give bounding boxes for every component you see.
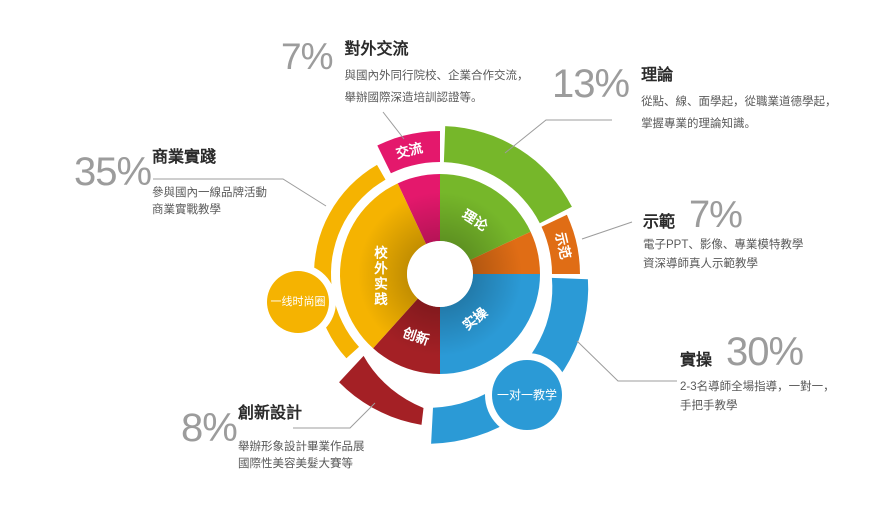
percent-value: 7% (689, 194, 743, 236)
badge-circle (492, 360, 562, 430)
segment-desc-line: 從點、線、面學起，從職業道德學起， (641, 96, 837, 108)
callout-shangye: 商業實踐 參與國內一線品牌活動 商業實戰教學 (152, 148, 267, 219)
segment-desc-line: 舉辦形象設計畢業作品展 (238, 441, 365, 453)
outer-arc-实操 (431, 277, 589, 444)
callout-lilun: 13% 理論 從點、線、面學起，從職業道德學起， 掌握專業的理論知識。 (552, 62, 837, 135)
segment-title: 理論 (641, 67, 674, 84)
segment-label-char: 校 (374, 245, 388, 261)
segment-label-char: 践 (374, 291, 388, 307)
percent-value: 30% (726, 330, 804, 374)
callout-heading-row: 示範 7% (643, 194, 803, 236)
segment-desc-line: 參與國內一線品牌活動 (152, 187, 267, 199)
leader-line (382, 111, 405, 140)
callout-shifan: 示範 7% 電子PPT、影像、專業模特教學 資深導師真人示範教學 (643, 194, 803, 274)
segment-title: 對外交流 (344, 41, 409, 58)
leader-line (504, 119, 612, 154)
callout-text: 對外交流 與國內外同行院校、企業合作交流， 舉辦國際深造培訓認證等。 (344, 40, 528, 109)
segment-title: 商業實踐 (152, 149, 217, 166)
callout-shicao: 實操 30% 2-3名導師全場指導，一對一， 手把手教學 (680, 330, 835, 416)
segment-desc-line: 電子PPT、影像、專業模特教學 (643, 239, 804, 252)
leader-line (153, 178, 327, 207)
leader-lines (153, 111, 677, 429)
leader-line (293, 402, 376, 429)
segment-desc-line: 舉辦國際深造培訓認證等。 (344, 92, 483, 104)
outer-arc-示范 (541, 214, 580, 274)
segment-desc-line: 手把手教學 (680, 400, 738, 412)
callout-text: 理論 從點、線、面學起，從職業道德學起， 掌握專業的理論知識。 (641, 66, 837, 135)
segment-label: 交流 (394, 139, 425, 161)
outer-arc-理论 (443, 126, 572, 224)
percent-value: 35% (74, 150, 152, 194)
leader-line (576, 340, 677, 382)
segment-desc-line: 掌握專業的理論知識。 (641, 118, 757, 130)
leader-line (581, 221, 633, 240)
callout-text: 電子PPT、影像、專業模特教學 資深導師真人示範教學 (643, 236, 803, 274)
segment-desc-line: 與國內外同行院校、企業合作交流， (344, 70, 529, 82)
outer-arc-创新 (339, 355, 424, 425)
percent-value: 13% (552, 62, 630, 106)
segment-title: 示範 (643, 214, 676, 231)
segment-desc-line: 資深導師真人示範教學 (643, 258, 758, 271)
badge-circle (267, 271, 329, 333)
callout-text: 2-3名導師全場指導，一對一， 手把手教學 (680, 378, 835, 416)
segment-title: 創新設計 (238, 405, 303, 422)
badge-label: 一对一教学 (497, 387, 557, 402)
badge-label: 一线时尚圈 (271, 294, 326, 308)
donut-hole (407, 241, 473, 307)
percent-value: 7% (281, 36, 333, 77)
segment-desc-line: 2-3名導師全場指導，一對一， (680, 381, 835, 393)
segment-label-char: 外 (374, 260, 388, 276)
segment-desc-line: 國際性美容美髮大賽等 (238, 458, 353, 470)
callout-waijiao: 7% 對外交流 與國內外同行院校、企業合作交流， 舉辦國際深造培訓認證等。 (281, 36, 528, 109)
segment-title: 實操 (680, 352, 713, 369)
segment-label-char: 实 (374, 276, 388, 292)
outer-arc-交流 (377, 131, 440, 174)
segment-label: 示范 (552, 231, 574, 261)
callout-chuangxin: 創新設計 舉辦形象設計畢業作品展 國際性美容美髮大賽等 (238, 404, 365, 473)
percent-value: 8% (181, 406, 238, 450)
segment-desc-line: 商業實戰教學 (152, 204, 221, 216)
callout-heading-row: 實操 30% (680, 330, 835, 374)
